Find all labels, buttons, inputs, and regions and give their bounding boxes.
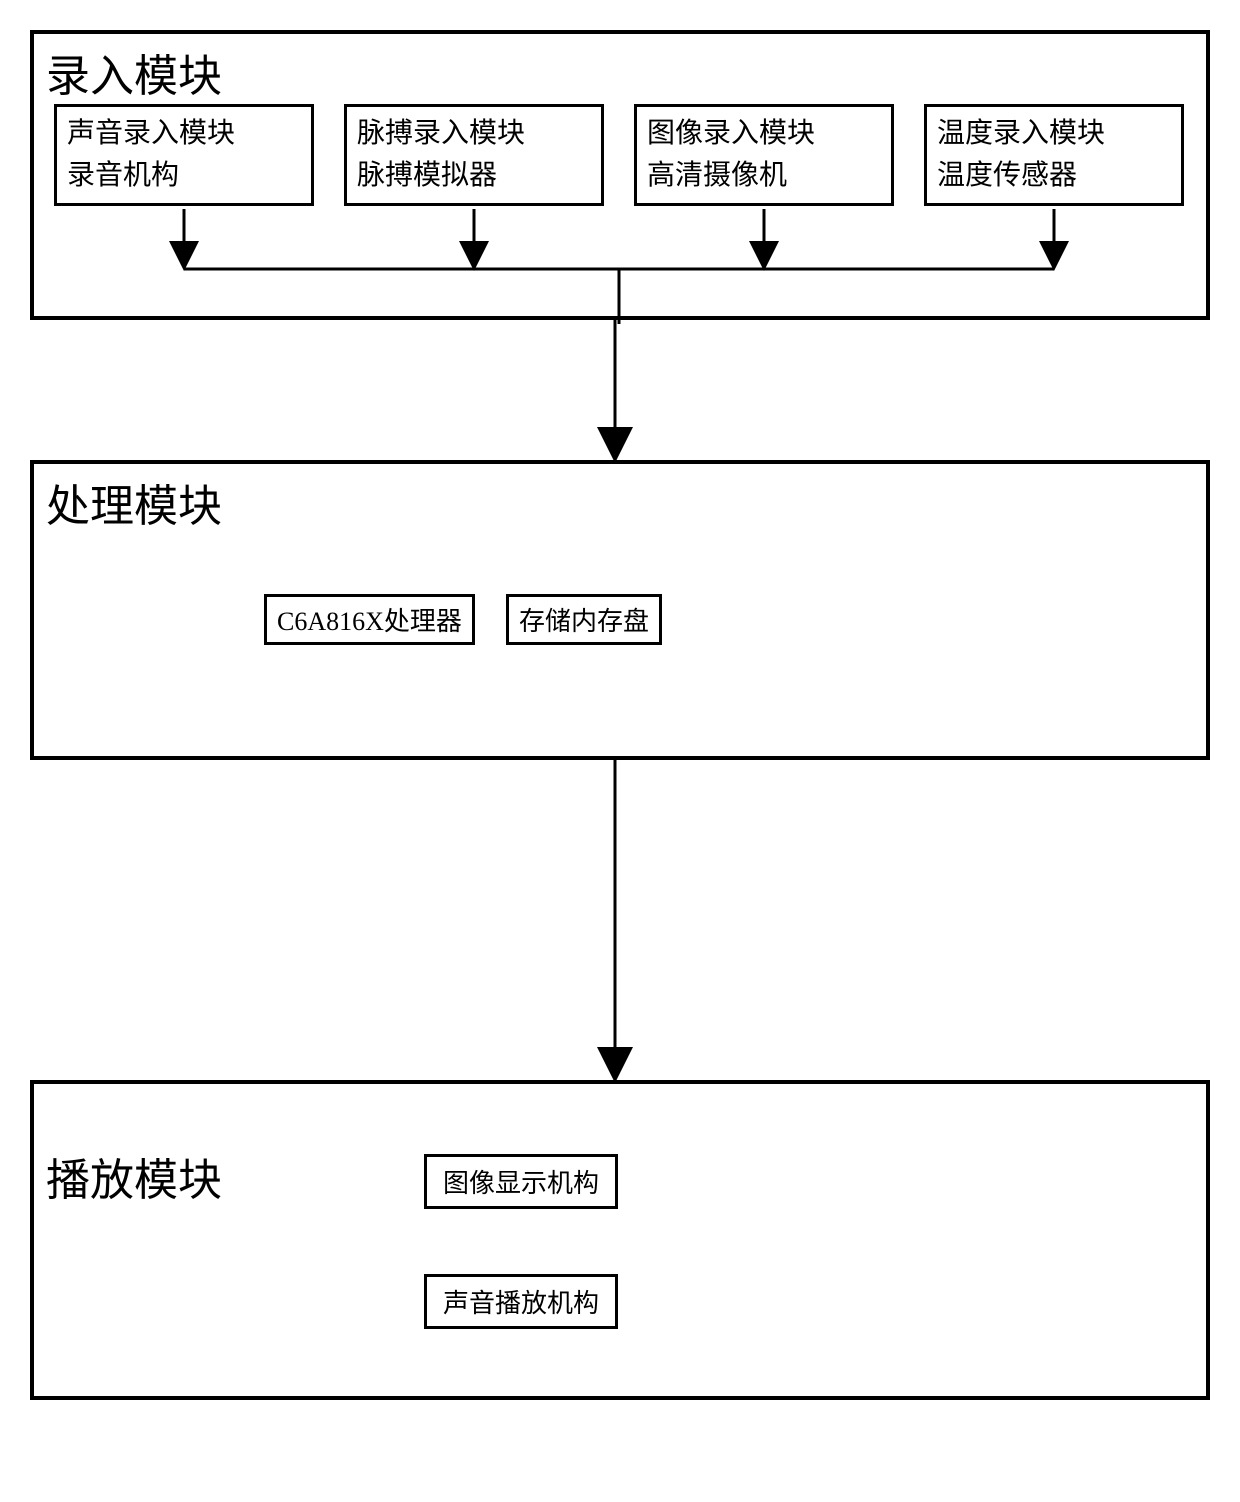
subbox-line1: 温度录入模块 (937, 113, 1171, 155)
subbox-line1: 脉搏录入模块 (357, 113, 591, 155)
subbox-line1: 声音录入模块 (67, 113, 301, 155)
arrow-process-to-play (30, 760, 1210, 1080)
input-subbox-image: 图像录入模块 高清摄像机 (634, 104, 894, 206)
play-subbox-display: 图像显示机构 (424, 1154, 618, 1209)
input-subbox-pulse: 脉搏录入模块 脉搏模拟器 (344, 104, 604, 206)
box-label: 声音播放机构 (443, 1289, 599, 1318)
subbox-line2: 录音机构 (67, 155, 301, 197)
input-module-title: 录入模块 (46, 40, 222, 104)
process-module-box: 处理模块 C6A816X处理器 存储内存盘 (30, 460, 1210, 760)
box-label: 存储内存盘 (519, 607, 649, 636)
input-module-box: 录入模块 声音录入模块 录音机构 脉搏录入模块 脉搏模拟器 图像录入模块 高清摄… (30, 30, 1210, 320)
play-subbox-sound: 声音播放机构 (424, 1274, 618, 1329)
input-subbox-sound: 声音录入模块 录音机构 (54, 104, 314, 206)
input-subbox-temp: 温度录入模块 温度传感器 (924, 104, 1184, 206)
process-module-title: 处理模块 (46, 470, 222, 534)
subbox-line2: 脉搏模拟器 (357, 155, 591, 197)
play-module-box: 播放模块 图像显示机构 声音播放机构 (30, 1080, 1210, 1400)
play-module-title: 播放模块 (46, 1144, 222, 1208)
subbox-line2: 温度传感器 (937, 155, 1171, 197)
diagram-canvas: 录入模块 声音录入模块 录音机构 脉搏录入模块 脉搏模拟器 图像录入模块 高清摄… (20, 20, 1220, 1482)
process-subbox-storage: 存储内存盘 (506, 594, 662, 645)
subbox-line2: 高清摄像机 (647, 155, 881, 197)
arrow-input-to-process (30, 320, 1210, 460)
process-subbox-cpu: C6A816X处理器 (264, 594, 475, 645)
box-label: 图像显示机构 (443, 1169, 599, 1198)
subbox-line1: 图像录入模块 (647, 113, 881, 155)
box-label: C6A816X处理器 (277, 607, 462, 636)
